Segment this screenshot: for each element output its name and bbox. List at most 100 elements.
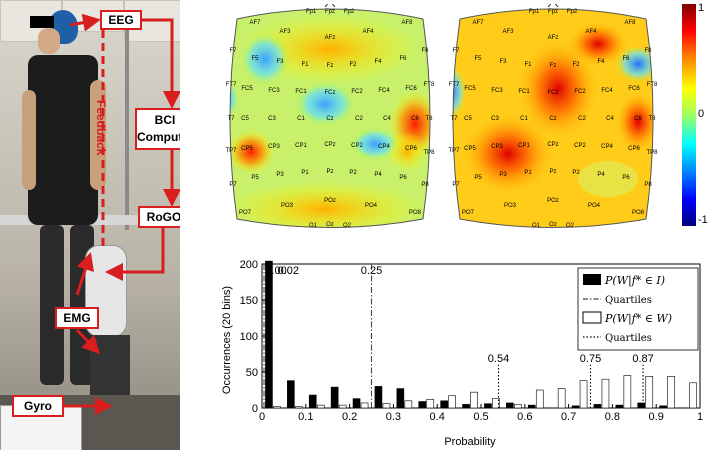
colorbar-max-label: 1 bbox=[698, 2, 705, 14]
x-tick-label: 0.7 bbox=[561, 411, 576, 423]
electrode-label-cp5: CP5 bbox=[464, 146, 476, 152]
electrode-label-fp1: Fp1 bbox=[306, 9, 317, 15]
electrode-label-cp1: CP1 bbox=[295, 143, 307, 149]
electrode-label-fc1: FC1 bbox=[518, 89, 530, 95]
legend-entry: Quartiles bbox=[605, 295, 652, 306]
electrode-label-p8: P8 bbox=[644, 182, 652, 188]
electrode-label-po7: PO7 bbox=[462, 210, 475, 216]
electrode-label-ft7: FT7 bbox=[449, 82, 460, 88]
electrode-label-cz: Cz bbox=[549, 116, 556, 122]
electrode-label-tp8: TP8 bbox=[423, 150, 435, 156]
electrode-label-af4: AF4 bbox=[362, 29, 374, 35]
x-tick-label: 0.1 bbox=[298, 411, 313, 423]
electrode-label-f6: F6 bbox=[399, 56, 407, 62]
bar-series-i bbox=[287, 380, 295, 409]
bar-series-w bbox=[667, 376, 675, 409]
nose-marker bbox=[547, 4, 559, 8]
electrode-label-p3: P3 bbox=[276, 172, 284, 178]
legend-entry: P(W|f* ∈ I) bbox=[604, 274, 665, 288]
electrode-label-fp2: Fp2 bbox=[567, 9, 578, 15]
bar-series-i bbox=[352, 398, 361, 409]
harness-body bbox=[28, 55, 98, 225]
bar-series-w bbox=[273, 406, 281, 409]
x-tick-label: 0.3 bbox=[386, 411, 401, 423]
bar-series-i bbox=[396, 388, 405, 409]
electrode-label-fc5: FC5 bbox=[241, 86, 253, 92]
rogo-label: RoGO bbox=[138, 206, 180, 228]
electrode-label-c5: C5 bbox=[464, 116, 472, 122]
bar-series-i bbox=[527, 404, 536, 409]
x-axis-label: Probability bbox=[444, 436, 496, 448]
y-tick-label: 150 bbox=[240, 295, 258, 307]
electrode-label-fz: Fz bbox=[550, 63, 557, 69]
electrode-label-fcz: FCz bbox=[325, 90, 336, 96]
electrode-label-c2: C2 bbox=[578, 116, 586, 122]
bar-series-w bbox=[470, 391, 478, 409]
electrode-label-ft7: FT7 bbox=[226, 82, 237, 88]
bar-series-i bbox=[506, 402, 514, 409]
electrode-label-c4: C4 bbox=[383, 116, 391, 122]
quartile-label: 0.25 bbox=[361, 265, 382, 277]
bar-series-i bbox=[462, 404, 470, 409]
x-tick-label: 0.5 bbox=[473, 411, 488, 423]
electrode-label-fc1: FC1 bbox=[295, 89, 307, 95]
electrode-label-po4: PO4 bbox=[365, 203, 378, 209]
experiment-photo: EEG BCI Computer RoGO EMG Gyro Feedback bbox=[0, 0, 180, 450]
bar-series-w bbox=[295, 406, 303, 409]
bar-series-w bbox=[689, 382, 697, 409]
bar-series-w bbox=[535, 389, 544, 409]
quartile-label: 0.75 bbox=[580, 353, 601, 365]
electrode-label-af3: AF3 bbox=[502, 29, 514, 35]
electrode-label-po8: PO8 bbox=[632, 210, 645, 216]
bci-computer-label: BCI Computer bbox=[135, 108, 180, 150]
gyro-label: Gyro bbox=[12, 395, 64, 417]
bar-series-w bbox=[448, 395, 456, 409]
electrode-label-p7: P7 bbox=[229, 182, 237, 188]
bar-series-i bbox=[571, 405, 580, 409]
electrode-label-f1: F1 bbox=[524, 62, 532, 68]
bar-series-i bbox=[637, 402, 646, 409]
electrode-label-c3: C3 bbox=[491, 116, 499, 122]
y-tick-label: 0 bbox=[252, 403, 258, 415]
x-tick-label: 0.8 bbox=[605, 411, 620, 423]
electrode-label-fp1: Fp1 bbox=[529, 9, 540, 15]
electrode-label-ft8: FT8 bbox=[647, 82, 658, 88]
electrode-label-tp8: TP8 bbox=[646, 150, 658, 156]
electrode-label-f7: F7 bbox=[452, 48, 460, 54]
face-mask bbox=[30, 16, 54, 28]
electrode-label-o2: O2 bbox=[566, 223, 575, 229]
electrode-label-po8: PO8 bbox=[409, 210, 422, 216]
electrode-label-tp7: TP7 bbox=[225, 148, 237, 154]
electrode-label-f3: F3 bbox=[499, 59, 507, 65]
legend-swatch-w bbox=[582, 311, 602, 324]
annotation-label: 0.02 bbox=[278, 265, 299, 277]
bar-series-w bbox=[404, 400, 413, 409]
electrode-label-c2: C2 bbox=[355, 116, 363, 122]
electrode-label-p7: P7 bbox=[452, 182, 460, 188]
bar-series-w bbox=[557, 388, 566, 409]
electrode-label-fc3: FC3 bbox=[268, 88, 280, 94]
electrode-label-po3: PO3 bbox=[281, 203, 294, 209]
electrode-label-c3: C3 bbox=[268, 116, 276, 122]
bar-series-i bbox=[330, 386, 339, 409]
electrode-label-c1: C1 bbox=[520, 116, 528, 122]
bar-series-w bbox=[382, 403, 391, 409]
electrode-label-af3: AF3 bbox=[279, 29, 291, 35]
electrode-label-p1: P1 bbox=[301, 170, 309, 176]
electrode-label-cp3: CP3 bbox=[268, 144, 280, 150]
arm bbox=[22, 90, 36, 190]
legend-entry: Quartiles bbox=[605, 333, 652, 344]
bar-series-w bbox=[492, 398, 500, 409]
colorbar bbox=[682, 4, 696, 226]
bar-series-i bbox=[308, 394, 317, 409]
electrode-label-pz: Pz bbox=[549, 169, 556, 175]
bar-series-i bbox=[374, 386, 383, 409]
electrode-label-t7: T7 bbox=[450, 116, 458, 122]
bar-series-i bbox=[593, 404, 602, 409]
probability-histogram: 0 0.1 0.2 0.3 0.4 0.5 0.6 0.7 0.8 0.9 1 0 50 100 150 20… bbox=[221, 259, 703, 448]
electrode-label-t8: T8 bbox=[425, 116, 433, 122]
electrode-label-f4: F4 bbox=[597, 59, 605, 65]
electrode-label-p5: P5 bbox=[474, 175, 482, 181]
electrode-label-p8: P8 bbox=[421, 182, 429, 188]
electrode-label-fc3: FC3 bbox=[491, 88, 503, 94]
